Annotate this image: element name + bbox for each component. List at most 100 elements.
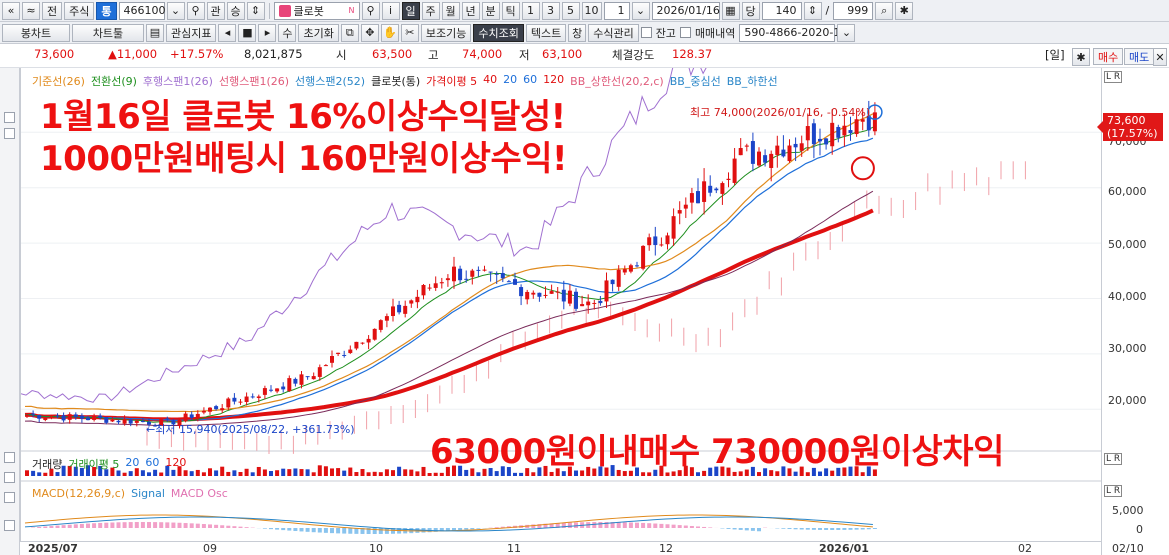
legend-entry[interactable]: 전환선(9): [90, 75, 137, 88]
prev-arrow-icon[interactable]: ◂: [218, 23, 237, 42]
legend-entry[interactable]: 거래이평 5: [68, 458, 120, 471]
strip-toggle-icon[interactable]: [4, 112, 15, 123]
period-day-tab[interactable]: 일: [401, 1, 420, 20]
legend-entry[interactable]: 거래량: [32, 458, 63, 471]
prev-nav-button[interactable]: «: [2, 1, 20, 20]
stock-name-field[interactable]: 클로봇 N: [273, 1, 360, 20]
cut-icon[interactable]: ✂: [400, 23, 419, 42]
code-dropdown-icon[interactable]: ⌄: [166, 1, 185, 20]
period-year-tab[interactable]: 년: [461, 1, 480, 20]
min-value-input[interactable]: 1: [603, 1, 630, 20]
strip-toggle-icon[interactable]: [4, 520, 15, 531]
period-week-tab[interactable]: 주: [421, 1, 440, 20]
chart-tool-button[interactable]: 차트툴: [72, 23, 144, 42]
macd-osc-bar: [635, 522, 639, 528]
legend-entry[interactable]: Signal: [131, 487, 165, 500]
save-icon[interactable]: ▤: [146, 23, 164, 42]
macd-osc-bar: [293, 528, 298, 532]
close-icon[interactable]: ✕: [1153, 48, 1167, 66]
stock-search-icon[interactable]: ⚲: [361, 1, 380, 20]
info-button[interactable]: i: [381, 1, 400, 20]
account-select[interactable]: 590-4866-2020-1: [739, 23, 840, 42]
strip-toggle-icon[interactable]: [4, 492, 15, 503]
legend-entry[interactable]: 120: [165, 456, 187, 469]
max-count-input[interactable]: 999: [833, 1, 874, 20]
balance-checkbox[interactable]: [640, 27, 652, 38]
manual-lookup-button[interactable]: 수치조회: [473, 23, 524, 42]
jeon-button[interactable]: 전: [42, 1, 63, 20]
period-minute-tab[interactable]: 분: [481, 1, 500, 20]
formula-manage-button[interactable]: 수식관리: [588, 23, 639, 42]
aux-function-button[interactable]: 보조기능: [420, 23, 472, 42]
legend-entry[interactable]: MACD Osc: [170, 487, 228, 500]
su-button[interactable]: 수: [278, 23, 297, 42]
strip-toggle-icon[interactable]: [4, 472, 15, 483]
legend-entry[interactable]: 20: [125, 456, 140, 469]
legend-entry[interactable]: 선행스팬1(26): [218, 75, 290, 88]
legend-entry[interactable]: 40: [483, 73, 498, 86]
volume-bar: [165, 465, 170, 476]
next-arrow-icon[interactable]: ▸: [258, 23, 277, 42]
legend-entry[interactable]: BB_상한선(20,2,c): [570, 75, 664, 88]
min-10-button[interactable]: 10: [581, 1, 602, 20]
reset-button[interactable]: 초기화: [298, 23, 339, 42]
legend-entry[interactable]: 20: [503, 73, 518, 86]
legend-entry[interactable]: 가격이평 5: [426, 75, 478, 88]
volume-bar: [153, 469, 158, 476]
seung-button[interactable]: 승: [226, 1, 245, 20]
period-tick-tab[interactable]: 틱: [501, 1, 520, 20]
dang-button[interactable]: 당: [741, 1, 760, 20]
hand-icon[interactable]: ✋: [380, 23, 399, 42]
macd-osc-bar: [671, 524, 676, 528]
stop-icon[interactable]: ■: [238, 23, 257, 42]
legend-entry[interactable]: MACD(12,26,9,c): [32, 487, 126, 500]
trade-history-checkbox[interactable]: [679, 27, 691, 38]
axis-mode-badge[interactable]: L R: [1104, 71, 1123, 83]
move-icon[interactable]: ✥: [360, 23, 379, 42]
legend-entry[interactable]: 60: [145, 456, 160, 469]
strip-toggle-icon[interactable]: [4, 128, 15, 139]
gwan-button[interactable]: 관: [206, 1, 225, 20]
search-icon[interactable]: ⚲: [186, 1, 205, 20]
legend-entry[interactable]: BB_중심선: [669, 75, 721, 88]
strip-toggle-icon[interactable]: [4, 452, 15, 463]
watch-index-button[interactable]: 관심지표: [166, 23, 217, 42]
legend-entry[interactable]: 클로봇(통): [371, 75, 421, 88]
text-button[interactable]: 텍스트: [525, 23, 567, 42]
legend-entry[interactable]: 후행스팬1(26): [142, 75, 213, 88]
candle-chart-button[interactable]: 봉차트: [2, 23, 70, 42]
zoom-icon[interactable]: ⌕: [875, 1, 894, 20]
sell-button[interactable]: 매도: [1124, 48, 1155, 65]
stock-code-input[interactable]: 466100: [118, 1, 166, 20]
legend-entry[interactable]: 60: [523, 73, 538, 86]
stepper-icon[interactable]: ⇕: [246, 1, 265, 20]
copy-icon[interactable]: ⧉: [340, 23, 359, 42]
legend-entry[interactable]: 기준선(26): [32, 75, 85, 88]
date-input[interactable]: 2026/01/16: [651, 1, 720, 20]
min-3-button[interactable]: 3: [541, 1, 560, 20]
price-chart[interactable]: [0, 10, 1102, 541]
count-input[interactable]: 140: [761, 1, 802, 20]
left-tool-strip: [0, 68, 20, 555]
min-1-button[interactable]: 1: [521, 1, 540, 20]
min-dropdown-icon[interactable]: ⌄: [631, 1, 650, 20]
window-button[interactable]: 창: [568, 23, 587, 42]
min-5-button[interactable]: 5: [561, 1, 580, 20]
axis-mode-badge[interactable]: L R: [1104, 485, 1123, 497]
chart-settings-icon[interactable]: ✱: [1072, 48, 1090, 66]
collapse-button[interactable]: ≈: [22, 1, 40, 20]
legend-entry[interactable]: 120: [543, 73, 565, 86]
count-stepper-icon[interactable]: ⇕: [803, 1, 822, 20]
legend-entry[interactable]: 선행스팬2(52): [295, 75, 366, 88]
legend-entry[interactable]: BB_하한선: [726, 75, 778, 88]
buy-button[interactable]: 매수: [1093, 48, 1124, 65]
market-button[interactable]: 주식: [64, 1, 95, 20]
axis-mode-badge[interactable]: L R: [1104, 453, 1123, 465]
tong-button[interactable]: 통: [96, 1, 117, 20]
calendar-icon[interactable]: ▦: [721, 1, 740, 20]
candle-body: [616, 269, 621, 287]
account-dropdown-icon[interactable]: ⌄: [837, 23, 856, 42]
period-month-tab[interactable]: 월: [441, 1, 460, 20]
candle-body: [708, 185, 713, 193]
settings-gear-icon[interactable]: ✱: [895, 1, 914, 20]
